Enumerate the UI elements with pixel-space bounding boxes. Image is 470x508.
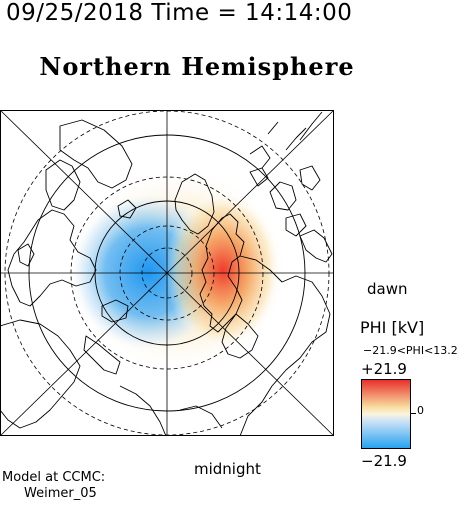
coastline-britain <box>17 243 35 267</box>
coastlines <box>0 111 333 436</box>
coastline-south <box>119 385 223 436</box>
polar-map <box>0 110 334 436</box>
colorbar-title: PHI [kV] <box>360 318 425 337</box>
coastline-north-america <box>239 255 331 436</box>
coastline-asia <box>0 319 81 429</box>
model-credit: Model at CCMC: <box>2 470 106 485</box>
potential-pattern <box>70 165 290 375</box>
colorbar-min-label: −21.9 <box>361 452 407 470</box>
positive-cell <box>165 192 281 348</box>
coastline-europe <box>7 209 97 307</box>
coastline-svalbard <box>117 199 137 219</box>
colorbar <box>361 379 411 449</box>
map-title: Northern Hemisphere <box>39 52 355 81</box>
colorbar-range: −21.9<PHI<13.2 <box>363 344 458 357</box>
longitude-grid <box>0 110 334 436</box>
coastline-alaska <box>299 229 333 263</box>
colorbar-zero-tick <box>411 413 416 414</box>
midnight-label: midnight <box>194 460 261 478</box>
model-name: Weimer_05 <box>24 486 97 501</box>
coastline-iceland <box>101 299 129 323</box>
coastline-russia <box>59 119 133 189</box>
meridian-line <box>0 110 334 436</box>
dawn-label: dawn <box>367 280 408 298</box>
colorbar-zero-label: 0 <box>417 404 424 417</box>
coastline-arctic-islands <box>249 165 321 237</box>
time-header: 09/25/2018 Time = 14:14:00 <box>6 0 353 26</box>
colorbar-max-label: +21.9 <box>361 360 407 378</box>
coastline-greenland <box>174 173 215 235</box>
coastline-east-siberia <box>249 111 323 169</box>
coastline-mediterranean <box>83 335 121 375</box>
coastline-hudson <box>221 313 259 359</box>
coastline-scandinavia <box>45 159 81 211</box>
